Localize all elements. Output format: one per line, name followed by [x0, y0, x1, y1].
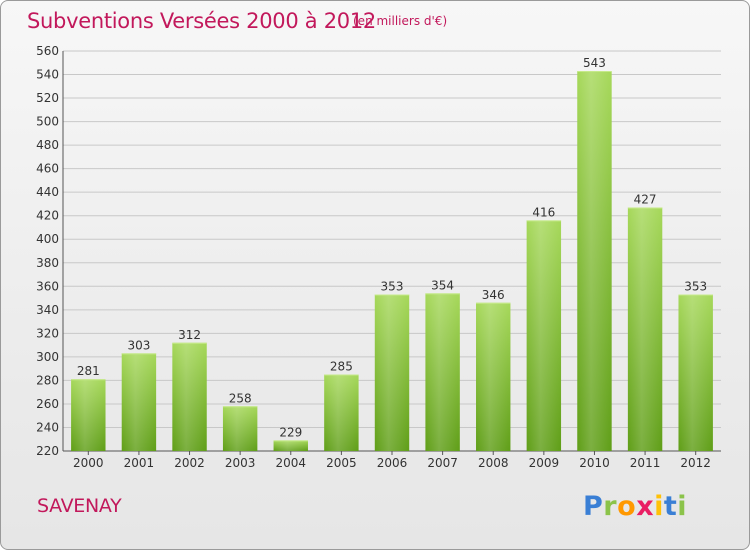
bar-highlight: [222, 406, 258, 451]
y-tick-label: 280: [36, 373, 59, 387]
x-tick-label: 2006: [377, 456, 408, 470]
bar-highlight: [121, 353, 157, 451]
chart-title: Subventions Versées 2000 à 2012: [27, 9, 376, 33]
bar-value-label: 353: [684, 280, 707, 294]
bar-value-label: 354: [431, 278, 454, 292]
y-tick-label: 380: [36, 256, 59, 270]
bar-highlight: [425, 293, 460, 451]
bar-value-label: 416: [532, 205, 555, 219]
y-tick-label: 440: [36, 185, 59, 199]
bar-value-label: 353: [381, 280, 404, 294]
bar-highlight: [374, 294, 410, 451]
y-tick-label: 560: [36, 44, 59, 58]
x-tick-label: 2010: [579, 456, 610, 470]
y-tick-label: 300: [36, 350, 59, 364]
x-tick-label: 2002: [174, 456, 205, 470]
x-tick-label: 2000: [73, 456, 104, 470]
y-tick-label: 240: [36, 420, 59, 434]
x-tick-label: 2007: [427, 456, 458, 470]
bar-highlight: [273, 440, 308, 451]
x-tick-label: 2011: [630, 456, 661, 470]
x-tick-label: 2003: [225, 456, 256, 470]
bar-value-label: 281: [77, 364, 100, 378]
y-tick-label: 520: [36, 91, 59, 105]
x-tick-label: 2001: [124, 456, 155, 470]
logo-letter: i: [677, 491, 688, 522]
bar-highlight: [678, 294, 713, 451]
y-tick-label: 500: [36, 115, 59, 129]
bar-highlight: [476, 302, 511, 451]
logo-letter: t: [663, 491, 678, 522]
y-tick-label: 480: [36, 138, 59, 152]
y-tick-label: 260: [36, 397, 59, 411]
bar-highlight: [577, 71, 612, 451]
x-tick-label: 2009: [529, 456, 560, 470]
bar-highlight: [71, 379, 106, 451]
logo-letter: o: [617, 491, 637, 522]
bar-value-label: 543: [583, 56, 606, 70]
chart-subtitle: (en milliers d'€): [353, 14, 448, 28]
y-tick-label: 400: [36, 232, 59, 246]
y-tick-label: 420: [36, 209, 59, 223]
y-tick-label: 540: [36, 68, 59, 82]
bar-highlight: [627, 207, 663, 451]
y-tick-label: 360: [36, 279, 59, 293]
bar-value-label: 346: [482, 288, 505, 302]
y-tick-label: 320: [36, 326, 59, 340]
logo-letter: P: [583, 491, 604, 522]
bar-value-label: 229: [279, 425, 302, 439]
y-tick-label: 220: [36, 444, 59, 458]
bar-highlight: [172, 342, 207, 451]
x-tick-label: 2005: [326, 456, 357, 470]
bar-value-label: 285: [330, 360, 353, 374]
y-tick-label: 340: [36, 303, 59, 317]
bar-value-label: 258: [229, 391, 252, 405]
bar-value-label: 312: [178, 328, 201, 342]
logo-letter: r: [603, 491, 618, 522]
x-tick-label: 2004: [275, 456, 306, 470]
proxiti-logo: Proxiti: [583, 491, 687, 522]
logo-letter: x: [636, 491, 655, 522]
bar-highlight: [526, 220, 562, 451]
city-name: SAVENAY: [37, 495, 122, 517]
bar-highlight: [324, 374, 359, 451]
bar-value-label: 427: [634, 192, 657, 206]
x-tick-label: 2012: [680, 456, 711, 470]
bar-value-label: 303: [127, 338, 150, 352]
y-tick-label: 460: [36, 162, 59, 176]
x-tick-label: 2008: [478, 456, 509, 470]
logo-letter: i: [654, 491, 664, 522]
